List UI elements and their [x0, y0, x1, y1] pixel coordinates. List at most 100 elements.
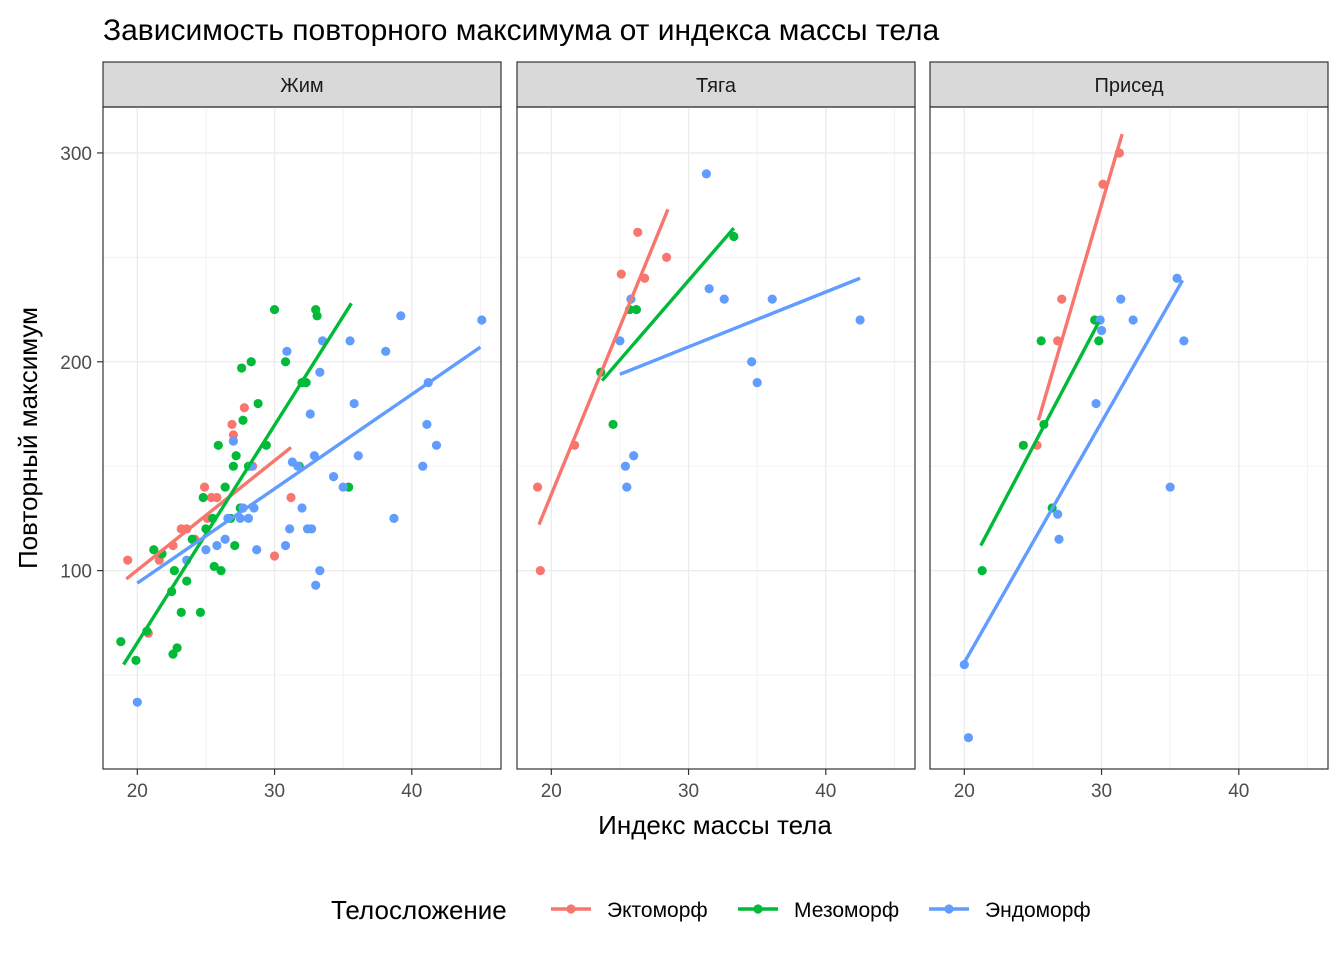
- y-tick-label: 300: [60, 144, 92, 165]
- data-point: [1172, 273, 1182, 283]
- data-point: [629, 451, 639, 461]
- data-point: [243, 513, 254, 524]
- data-point: [246, 357, 256, 367]
- data-point: [269, 304, 280, 315]
- x-tick-label: 30: [678, 781, 699, 802]
- trend-line: [136, 345, 482, 585]
- data-point: [228, 436, 238, 446]
- data-point: [315, 367, 325, 377]
- data-point: [1128, 315, 1138, 325]
- data-point: [422, 419, 432, 430]
- data-point: [349, 398, 359, 409]
- data-point: [269, 551, 280, 561]
- trend-line: [125, 446, 293, 581]
- data-point: [123, 555, 133, 565]
- data-point: [338, 482, 348, 492]
- x-tick-label: 40: [1228, 781, 1249, 802]
- panel-strip-label: Жим: [280, 75, 323, 97]
- data-point: [963, 733, 974, 743]
- data-point: [535, 566, 545, 576]
- data-point: [1094, 336, 1104, 346]
- data-point: [396, 311, 406, 321]
- data-point: [238, 415, 248, 425]
- panel-strip: [929, 61, 1329, 108]
- data-point: [252, 545, 262, 555]
- data-point: [622, 482, 632, 492]
- data-point: [286, 492, 296, 503]
- legend-key-point: [753, 904, 763, 914]
- data-point: [328, 472, 339, 482]
- data-point: [311, 580, 321, 590]
- legend-key-point: [944, 904, 954, 914]
- y-tick-label: 200: [60, 353, 92, 374]
- data-point: [381, 346, 391, 356]
- panels: Жим 20 30 40 Тяга 20 30 40 Присед 20 30 40 100 200 300: [60, 61, 1329, 802]
- data-point: [747, 357, 757, 367]
- chart-title: Зависимость повторного максимума от инде…: [103, 14, 940, 47]
- data-point: [305, 409, 315, 419]
- data-point: [132, 697, 142, 707]
- data-point: [131, 655, 141, 666]
- data-point: [199, 482, 210, 492]
- panel-1: Жим 20 30 40: [102, 61, 502, 802]
- data-point: [1053, 509, 1063, 519]
- x-tick-label: 20: [127, 781, 148, 802]
- data-point: [620, 461, 631, 471]
- data-point: [285, 524, 295, 534]
- legend: Телосложение Эктоморф Мезоморф Эндоморф: [331, 895, 1091, 925]
- x-tick-label: 40: [815, 781, 836, 802]
- data-point: [312, 311, 322, 321]
- data-point: [1165, 482, 1175, 492]
- x-tick-label: 30: [264, 781, 285, 802]
- trend-line: [962, 279, 1185, 664]
- data-point: [220, 482, 230, 492]
- data-point: [959, 659, 969, 670]
- data-point: [608, 419, 618, 430]
- data-point: [977, 566, 987, 576]
- legend-label: Мезоморф: [794, 899, 899, 922]
- data-point: [532, 482, 543, 492]
- trend-line: [122, 302, 353, 666]
- data-point: [297, 503, 307, 513]
- data-point: [661, 252, 672, 262]
- x-tick-label: 40: [401, 781, 422, 802]
- data-point: [195, 607, 206, 617]
- data-point: [1036, 336, 1046, 346]
- data-point: [1091, 398, 1101, 409]
- legend-label: Эндоморф: [985, 899, 1091, 922]
- data-point: [719, 294, 729, 304]
- x-axis-title: Индекс массы тела: [598, 810, 832, 840]
- data-point: [353, 451, 363, 461]
- data-point: [231, 451, 241, 461]
- data-point: [315, 566, 325, 576]
- data-point: [855, 315, 865, 325]
- data-point: [227, 419, 237, 430]
- data-point: [187, 534, 197, 544]
- panel-2: Тяга 20 30 40: [516, 61, 916, 802]
- trend-line: [1036, 133, 1124, 421]
- data-point: [431, 440, 442, 450]
- data-point: [212, 540, 222, 551]
- data-point: [201, 545, 211, 555]
- data-point: [1018, 440, 1028, 450]
- legend-key-point: [566, 904, 576, 914]
- trend-line: [979, 321, 1101, 547]
- data-point: [237, 363, 247, 373]
- data-point: [209, 561, 219, 572]
- data-point: [172, 643, 182, 653]
- trend-line: [619, 276, 861, 376]
- data-point: [235, 513, 245, 524]
- data-point: [1054, 534, 1064, 544]
- y-axis-title: Повторный максимум: [13, 307, 43, 569]
- panel-strip: [102, 61, 502, 108]
- data-point: [228, 461, 238, 471]
- legend-title: Телосложение: [331, 895, 507, 925]
- data-point: [220, 534, 230, 544]
- data-point: [282, 346, 292, 356]
- data-point: [212, 492, 222, 503]
- panel-3: Присед 20 30 40: [929, 61, 1329, 802]
- data-point: [116, 637, 126, 647]
- data-point: [1057, 294, 1067, 304]
